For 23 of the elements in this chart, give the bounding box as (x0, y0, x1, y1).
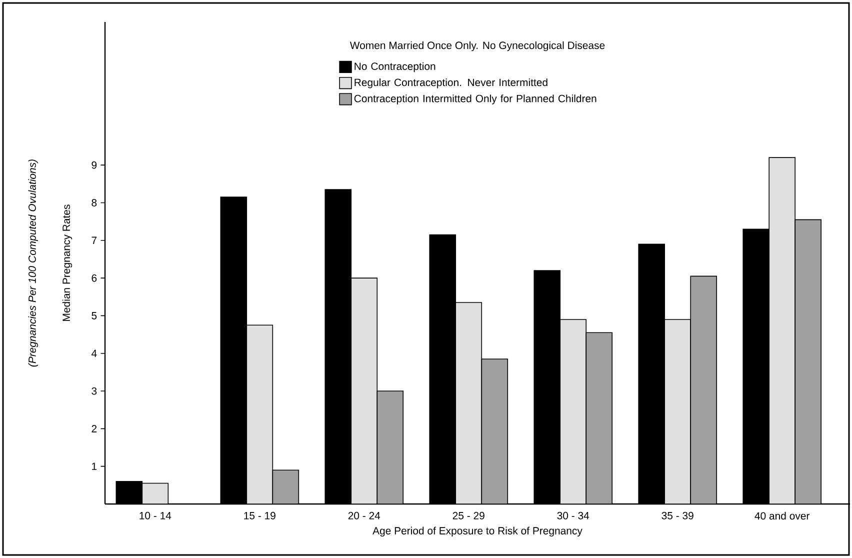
x-tick-label: 15 - 19 (244, 512, 276, 520)
text: Women Married Once Only. No Gynecological Disease (350, 41, 605, 52)
x-tick-label: 25 - 29 (452, 512, 484, 520)
x-tick-label: 20 - 24 (348, 512, 380, 520)
legend-label: Regular Contraception. Never Intermitted (354, 78, 548, 88)
text: (Pregnancies Per 100 Computed Ovulations) (28, 160, 38, 367)
x-tick-label: 40 and over (754, 512, 810, 520)
y-tick-label: 4 (91, 350, 97, 357)
y-tick-label: 1 (92, 462, 97, 470)
y-tick-label: 8 (92, 199, 97, 206)
y-tick-label: 2 (92, 425, 97, 432)
y-tick-label: 5 (92, 312, 97, 320)
legend-label: No Contraception (354, 62, 436, 72)
y-tick-label: 7 (92, 236, 97, 244)
legend-label: Contraception Intermitted Only for Planned Children (354, 94, 596, 104)
y-tick-label: 9 (92, 161, 97, 169)
x-axis-title: Age Period of Exposure to Risk of Pregnancy (372, 526, 582, 537)
y-tick-label: 3 (92, 387, 97, 395)
x-tick-label: 10 - 14 (140, 512, 172, 520)
y-tick-label: 6 (92, 274, 97, 282)
x-tick-label: 35 - 39 (662, 512, 694, 520)
x-tick-label: 30 - 34 (557, 512, 590, 520)
y-axis-title: Median Pregnancy Rates (62, 204, 72, 321)
